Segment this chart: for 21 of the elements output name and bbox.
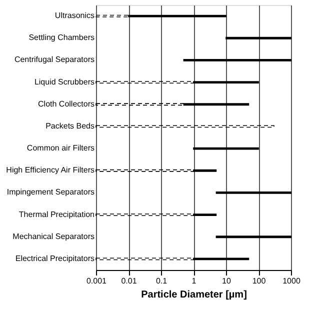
y-tick-label: Thermal Precipitation [18, 210, 94, 219]
y-tick-label: Cloth Collectors [38, 99, 94, 108]
y-tick-label: Electrical Precipitators [15, 254, 94, 263]
y-tick-label: Centrifugal Separators [14, 55, 94, 64]
y-tick-label: Common air Filters [26, 144, 94, 153]
y-tick-label: High Efficiency Air Filters [6, 166, 94, 175]
x-tick-label: 0.1 [156, 276, 168, 286]
y-tick-label: Settling Chambers [28, 33, 94, 42]
y-tick-label: Packets Beds [46, 121, 94, 130]
x-axis-title: Particle Diameter [µm] [141, 290, 247, 300]
bar [96, 125, 274, 128]
x-tick-label: 1 [192, 276, 197, 286]
x-tick-label: 100 [252, 276, 266, 286]
x-tick-label: 10 [222, 276, 232, 286]
x-tick-label: 0.001 [86, 276, 108, 286]
y-tick-label: Ultrasonics [54, 11, 94, 20]
y-tick-label: Mechanical Separators [12, 232, 94, 241]
x-tick-label: 1000 [282, 276, 301, 286]
x-tick-label: 0.01 [121, 276, 138, 286]
y-tick-label: Liquid Scrubbers [34, 77, 94, 86]
y-tick-label: Impingement Separators [6, 188, 94, 197]
